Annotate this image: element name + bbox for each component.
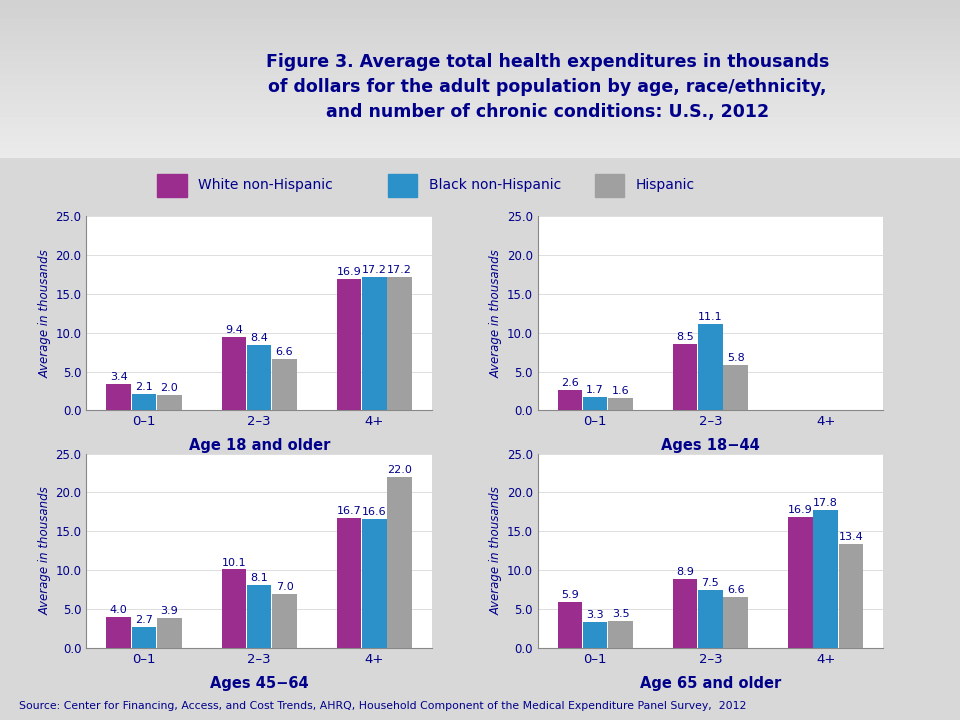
Bar bbox=[698, 590, 723, 648]
Bar bbox=[788, 516, 812, 648]
Bar bbox=[609, 398, 633, 410]
Y-axis label: Average in thousands: Average in thousands bbox=[490, 487, 503, 615]
Bar bbox=[583, 622, 608, 648]
Bar bbox=[132, 394, 156, 410]
Bar bbox=[222, 570, 246, 648]
Text: 10.1: 10.1 bbox=[222, 557, 246, 567]
Text: 3.9: 3.9 bbox=[160, 606, 179, 616]
Bar bbox=[813, 510, 838, 648]
Text: 7.0: 7.0 bbox=[276, 582, 294, 592]
X-axis label: Ages 18−44: Ages 18−44 bbox=[661, 438, 759, 453]
Bar bbox=[558, 602, 582, 648]
Bar bbox=[157, 618, 181, 648]
Bar bbox=[157, 395, 181, 410]
Text: 5.8: 5.8 bbox=[727, 354, 745, 364]
X-axis label: Ages 45−64: Ages 45−64 bbox=[210, 675, 308, 690]
Text: 3.3: 3.3 bbox=[587, 611, 604, 621]
Text: 17.8: 17.8 bbox=[813, 498, 838, 508]
Bar bbox=[132, 627, 156, 648]
Bar bbox=[337, 518, 361, 648]
Text: 17.2: 17.2 bbox=[362, 265, 387, 275]
Text: Source: Center for Financing, Access, and Cost Trends, AHRQ, Household Component: Source: Center for Financing, Access, an… bbox=[19, 701, 747, 711]
Y-axis label: Average in thousands: Average in thousands bbox=[490, 249, 503, 377]
X-axis label: Age 65 and older: Age 65 and older bbox=[639, 675, 781, 690]
Bar bbox=[839, 544, 863, 648]
Text: 2.0: 2.0 bbox=[160, 383, 179, 393]
Bar bbox=[558, 390, 582, 410]
Bar bbox=[247, 585, 272, 648]
Text: 9.4: 9.4 bbox=[225, 325, 243, 336]
Bar bbox=[698, 324, 723, 410]
Bar bbox=[583, 397, 608, 410]
Text: 1.7: 1.7 bbox=[587, 385, 604, 395]
Text: 2.7: 2.7 bbox=[135, 615, 153, 625]
Text: 8.1: 8.1 bbox=[251, 573, 268, 583]
Text: 2.1: 2.1 bbox=[135, 382, 153, 392]
Bar bbox=[595, 174, 624, 197]
Bar bbox=[222, 337, 246, 410]
Text: 2.6: 2.6 bbox=[561, 378, 579, 388]
Bar bbox=[273, 359, 297, 410]
Text: Black non-Hispanic: Black non-Hispanic bbox=[428, 179, 561, 192]
Text: 1.6: 1.6 bbox=[612, 386, 630, 396]
Bar bbox=[247, 345, 272, 410]
Text: 8.4: 8.4 bbox=[251, 333, 268, 343]
X-axis label: Age 18 and older: Age 18 and older bbox=[188, 438, 330, 453]
Text: 17.2: 17.2 bbox=[387, 265, 412, 275]
Bar bbox=[337, 279, 361, 410]
Bar bbox=[107, 617, 131, 648]
Bar bbox=[107, 384, 131, 410]
Text: 16.7: 16.7 bbox=[337, 506, 361, 516]
Bar bbox=[362, 519, 387, 648]
Bar bbox=[388, 276, 412, 410]
Bar bbox=[362, 276, 387, 410]
Text: Hispanic: Hispanic bbox=[636, 179, 695, 192]
Bar bbox=[157, 174, 186, 197]
Bar bbox=[724, 365, 748, 410]
Text: 8.5: 8.5 bbox=[676, 333, 694, 343]
Text: 5.9: 5.9 bbox=[561, 590, 579, 600]
Bar bbox=[388, 477, 412, 648]
Bar bbox=[724, 597, 748, 648]
Text: White non-Hispanic: White non-Hispanic bbox=[198, 179, 333, 192]
Text: 6.6: 6.6 bbox=[727, 585, 745, 595]
Text: 16.9: 16.9 bbox=[788, 505, 812, 515]
Text: 7.5: 7.5 bbox=[702, 577, 719, 588]
Bar bbox=[388, 174, 417, 197]
Text: 16.9: 16.9 bbox=[337, 267, 361, 277]
Text: 4.0: 4.0 bbox=[109, 605, 128, 615]
Text: Figure 3. Average total health expenditures in thousands
of dollars for the adul: Figure 3. Average total health expenditu… bbox=[266, 53, 828, 121]
Text: 8.9: 8.9 bbox=[676, 567, 694, 577]
Text: 13.4: 13.4 bbox=[839, 532, 863, 542]
Text: 22.0: 22.0 bbox=[387, 465, 412, 475]
Y-axis label: Average in thousands: Average in thousands bbox=[38, 249, 52, 377]
Text: 3.4: 3.4 bbox=[109, 372, 128, 382]
Bar bbox=[273, 593, 297, 648]
Text: 6.6: 6.6 bbox=[276, 347, 294, 357]
Text: 3.5: 3.5 bbox=[612, 609, 630, 619]
Text: 11.1: 11.1 bbox=[698, 312, 723, 322]
Text: 16.6: 16.6 bbox=[362, 507, 387, 517]
Bar bbox=[673, 344, 697, 410]
Bar bbox=[673, 579, 697, 648]
Bar bbox=[609, 621, 633, 648]
Y-axis label: Average in thousands: Average in thousands bbox=[38, 487, 52, 615]
